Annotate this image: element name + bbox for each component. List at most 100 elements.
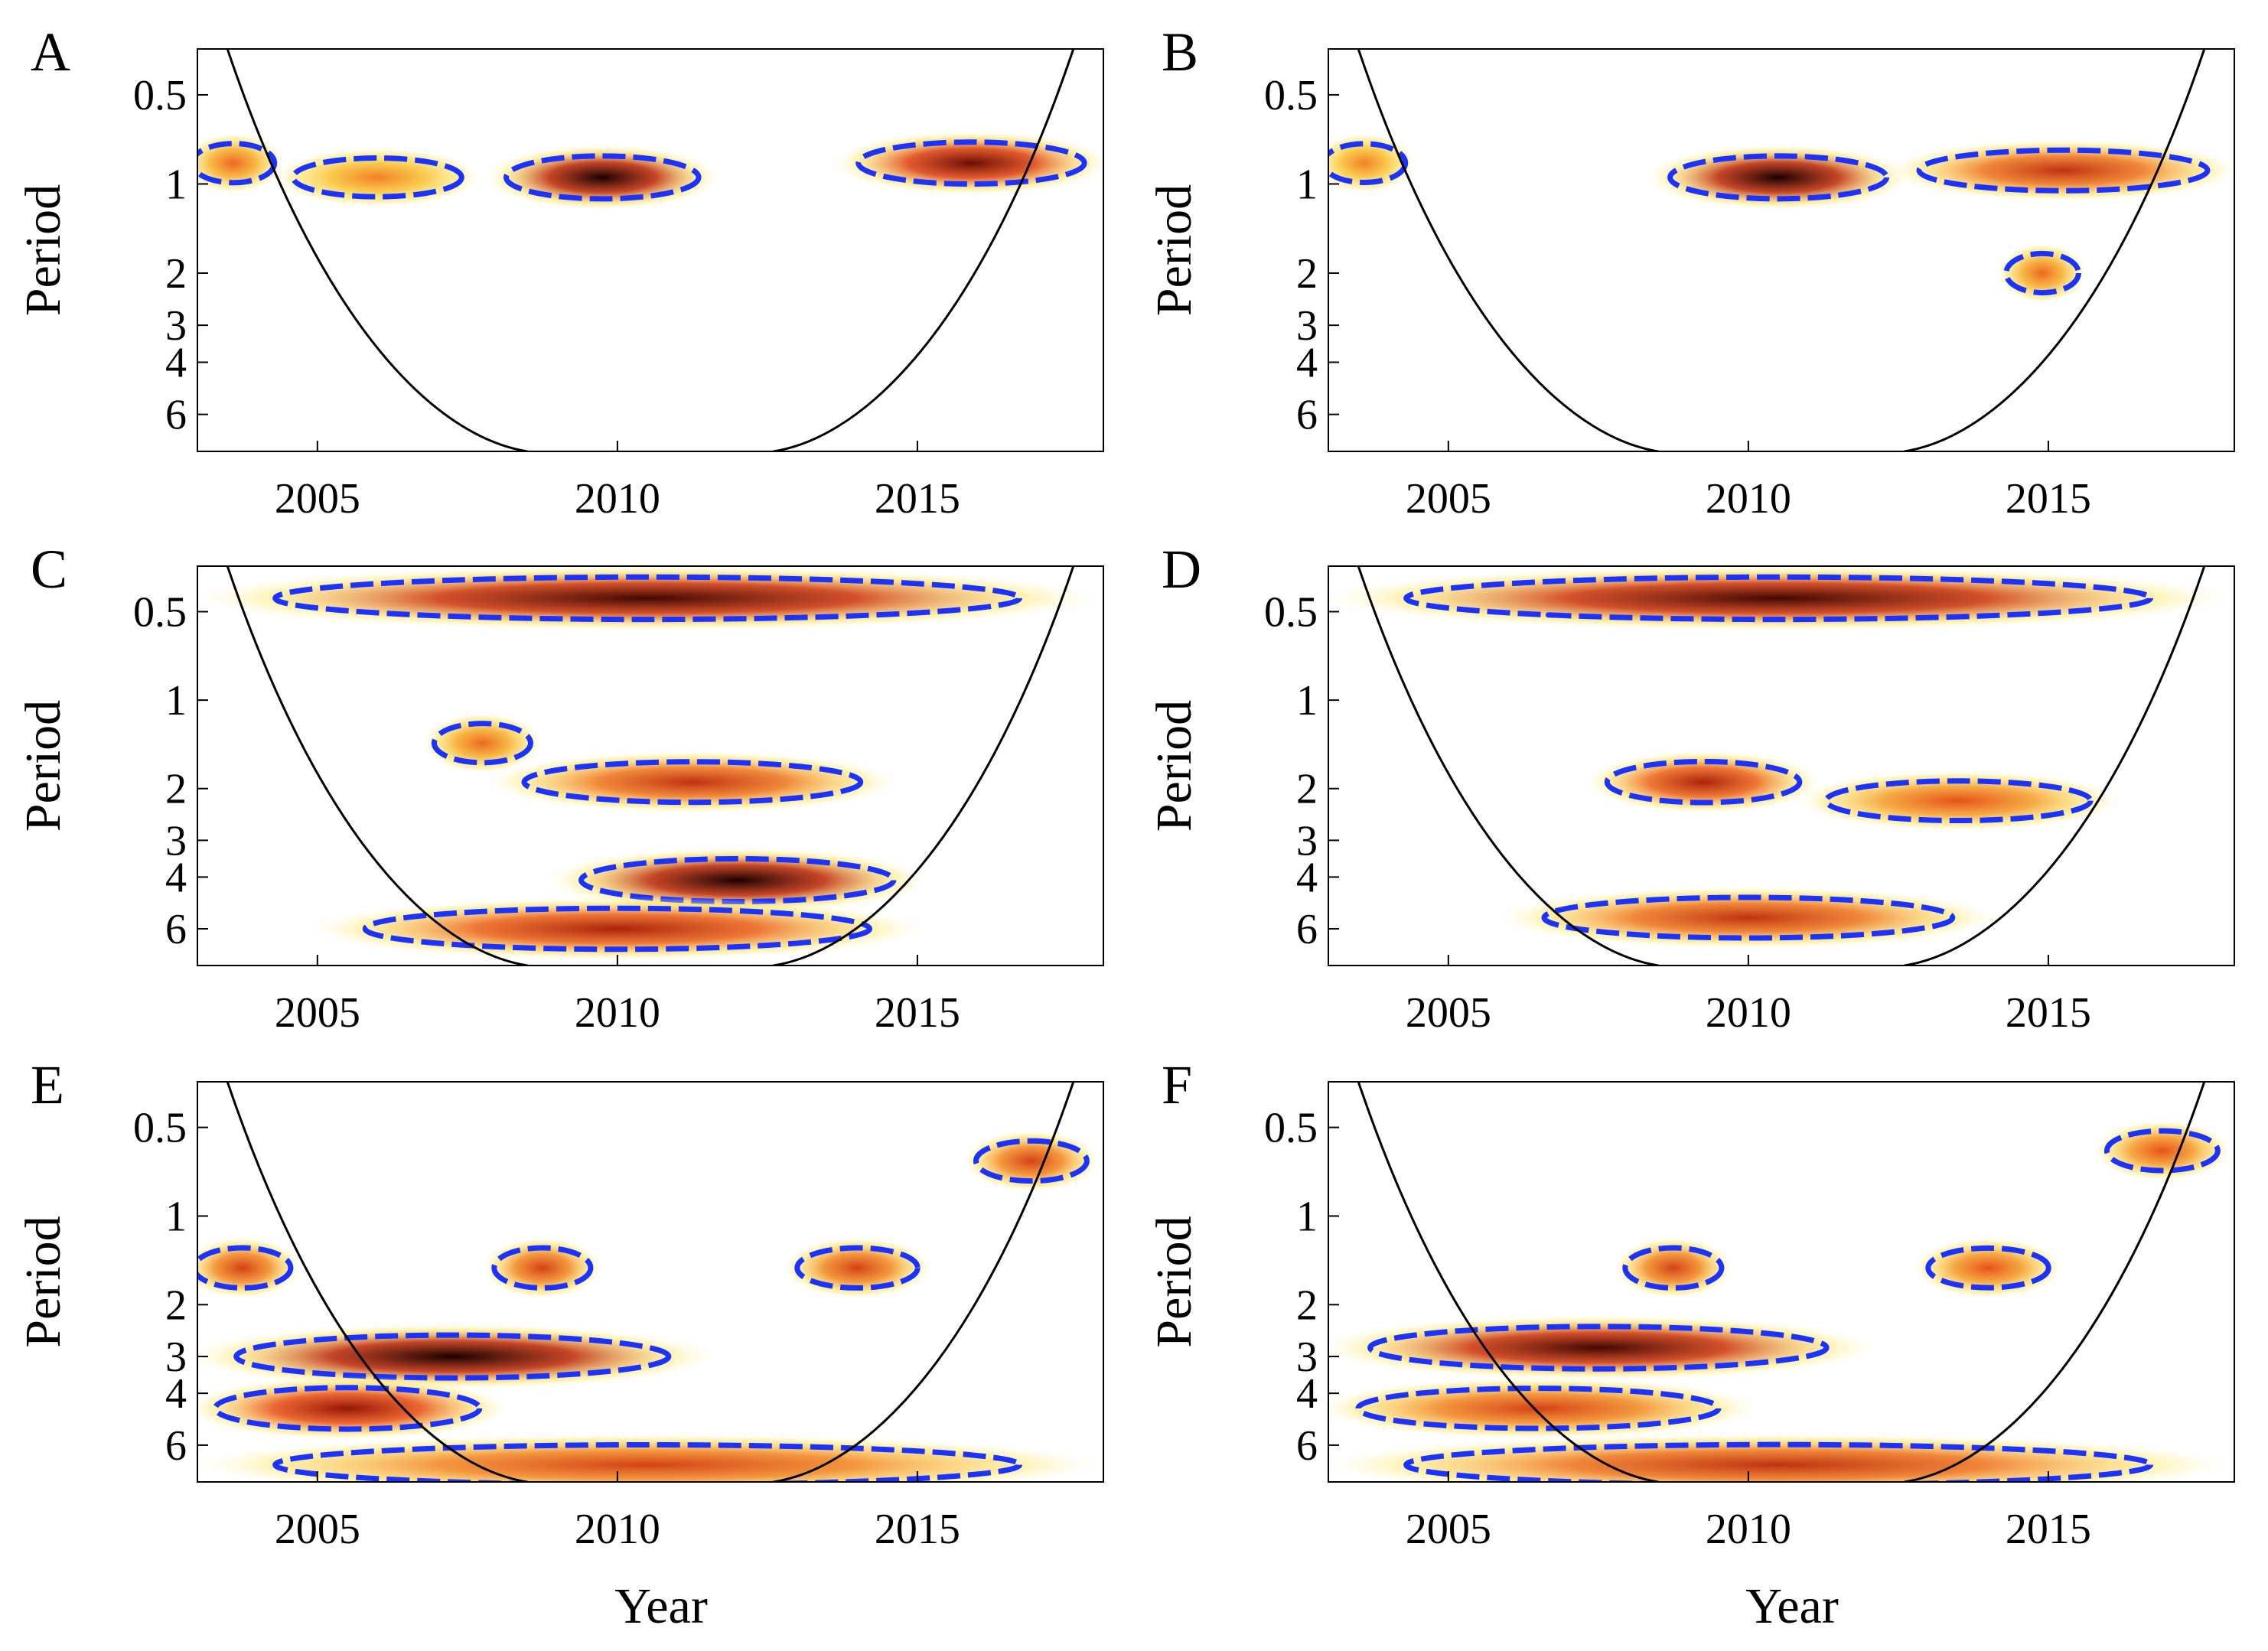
axes-frame (197, 48, 1104, 452)
y-tick-label: 0.5 (133, 1105, 187, 1152)
x-tick-label: 2005 (1406, 1506, 1491, 1553)
panel-b: 0.5 1 234 6 2005 2010 2015 B Period (1146, 21, 2235, 523)
high-power-region (1328, 1376, 1764, 1440)
y-tick-label: 2 (165, 250, 187, 298)
x-tick-label: 2005 (275, 475, 360, 523)
y-tick-label: 6 (1296, 392, 1318, 439)
significance-contour (1604, 758, 1803, 806)
significance-contour (1667, 153, 1890, 202)
y-axis-label: Period (15, 1216, 71, 1347)
y-tick-label: 3 (165, 1334, 187, 1381)
significance-contour (1328, 141, 1409, 185)
cone-of-influence (1357, 49, 2206, 451)
y-tick-label: 1 (165, 1193, 187, 1240)
y-tick-label: 6 (165, 1422, 187, 1470)
significance-contour (1925, 1245, 2051, 1291)
x-tick-label: 2005 (275, 989, 360, 1037)
cone-of-influence (226, 1082, 1075, 1482)
power-spectrum (197, 1129, 1103, 1482)
y-tick-label: 4 (165, 854, 187, 901)
x-tick-label: 2005 (1406, 989, 1491, 1037)
panel-c: 0.5 1 234 6 2005 2010 2015 C Period (15, 539, 1104, 1037)
significance-contour (1403, 574, 2154, 623)
cone-of-influence (1357, 566, 2206, 966)
significance-contour (491, 1245, 594, 1291)
plot-area (197, 49, 1103, 451)
x-tick-label: 2015 (2006, 989, 2091, 1037)
panel-e: 0.5 1 2 346 2005 2010 2015 E Period Year (15, 1054, 1104, 1634)
significance-contour (1403, 1441, 2153, 1482)
x-tick-label: 2015 (2006, 475, 2091, 523)
x-tick-label: 2010 (1706, 475, 1791, 523)
panel-letter: D (1162, 539, 1201, 600)
y-tick-label: 2 (1296, 766, 1318, 813)
y-tick-label: 3 (165, 817, 187, 865)
significance-contour (1916, 147, 2211, 194)
y-tick-label: 1 (165, 161, 187, 208)
y-tick-label: 3 (165, 302, 187, 350)
y-axis-label: Period (15, 700, 71, 832)
x-tick-label: 2015 (875, 1506, 960, 1553)
x-tick-label: 2015 (875, 475, 960, 523)
y-tick-label: 1 (1296, 1193, 1318, 1240)
x-tick-label: 2010 (575, 1506, 660, 1553)
y-axis-label: Period (15, 184, 71, 316)
axes-frame (197, 1081, 1104, 1483)
y-tick-label: 2 (165, 766, 187, 813)
power-spectrum (197, 566, 1103, 962)
significance-contour (2003, 250, 2081, 296)
y-tick-label: 6 (1296, 1422, 1318, 1470)
significance-contour (1355, 1386, 1722, 1431)
x-tick-label: 2010 (1706, 1506, 1791, 1553)
y-tick-label: 2 (1296, 1281, 1318, 1329)
y-tick-label: 3 (1296, 302, 1318, 350)
significance-contour (794, 1245, 921, 1291)
y-axis-label: Period (1146, 700, 1202, 832)
y-tick-label: 6 (165, 906, 187, 953)
axes-frame (197, 565, 1104, 966)
y-tick-label: 0.5 (1264, 588, 1318, 636)
significance-contour (521, 759, 864, 806)
panel-f: 0.5 1 2 346 2005 2010 2015 F Period Year (1146, 1054, 2235, 1634)
y-tick-label: 0.5 (133, 72, 187, 119)
high-power-region (197, 1433, 1103, 1482)
y-tick-label: 2 (165, 1281, 187, 1329)
significance-contour (431, 721, 533, 766)
y-tick-label: 4 (1296, 1370, 1318, 1418)
y-tick-label: 1 (165, 677, 187, 725)
y-tick-label: 3 (1296, 817, 1318, 865)
significance-contour (233, 1332, 672, 1381)
cone-of-influence (226, 49, 1075, 451)
significance-contour (212, 1385, 483, 1432)
power-spectrum (1328, 566, 2234, 949)
significance-contour (855, 139, 1087, 187)
y-tick-label: 4 (1296, 339, 1318, 386)
significance-contour (197, 141, 278, 186)
significance-contour (362, 905, 873, 952)
significance-contour (272, 574, 1023, 623)
y-tick-label: 4 (165, 339, 187, 386)
x-tick-label: 2005 (275, 1506, 360, 1553)
x-tick-label: 2010 (1706, 989, 1791, 1037)
panel-letter: F (1162, 1054, 1192, 1115)
axes-frame (1328, 565, 2235, 966)
significance-contour (290, 155, 464, 200)
power-spectrum (1328, 132, 2234, 304)
power-spectrum (1328, 1119, 2234, 1482)
panel-d: 0.5 1 234 6 2005 2010 2015 D Period (1146, 539, 2235, 1037)
y-tick-label: 6 (1296, 906, 1318, 953)
y-tick-label: 0.5 (1264, 72, 1318, 119)
power-spectrum (197, 130, 1103, 211)
x-tick-label: 2015 (875, 989, 960, 1037)
panel-letter: C (31, 539, 67, 600)
y-tick-label: 3 (1296, 1334, 1318, 1381)
x-tick-label: 2010 (575, 475, 660, 523)
x-tick-label: 2015 (2006, 1506, 2091, 1553)
y-tick-label: 1 (1296, 677, 1318, 725)
axes-frame (1328, 48, 2235, 452)
y-axis-label: Period (1146, 1216, 1202, 1347)
y-tick-label: 4 (1296, 854, 1318, 901)
plot-area (1328, 49, 2234, 451)
significance-contour (503, 153, 702, 202)
high-power-region (1328, 1433, 2234, 1482)
